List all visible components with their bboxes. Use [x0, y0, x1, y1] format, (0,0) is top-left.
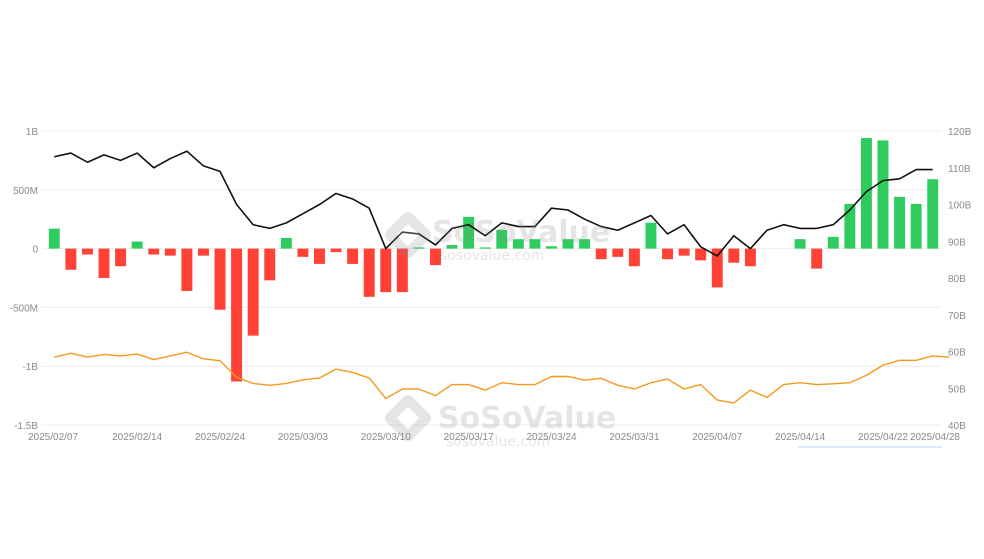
x-axis-tick-label: 2025/02/14	[112, 432, 162, 443]
series-line-orange	[54, 351, 950, 404]
bar	[264, 248, 276, 281]
bar	[910, 203, 922, 249]
bar	[645, 222, 657, 249]
x-axis-tick-label: 2025/03/10	[361, 432, 411, 443]
bar	[330, 248, 342, 253]
bar	[48, 228, 60, 249]
left-axis-tick-label: -500M	[10, 303, 38, 314]
bar	[98, 248, 110, 278]
bar	[446, 245, 458, 249]
line-series	[54, 150, 950, 404]
bar	[744, 248, 756, 267]
bar	[512, 239, 524, 249]
x-axis-tick-label: 2025/02/24	[195, 432, 245, 443]
right-axis-tick-label: 80B	[948, 274, 966, 285]
bar	[728, 248, 740, 263]
x-axis-tick-label: 2025/02/07	[28, 432, 78, 443]
bar	[115, 248, 127, 267]
x-axis-tick-label: 2025/03/31	[609, 432, 659, 443]
bar	[827, 236, 839, 249]
left-axis-tick-label: -1B	[22, 362, 38, 373]
bar	[860, 138, 872, 249]
bar	[214, 248, 226, 310]
right-axis-tick-label: 120B	[948, 127, 972, 138]
bar	[430, 248, 441, 266]
x-axis-tick-label: 2025/04/14	[775, 432, 825, 443]
series-line-black	[54, 150, 933, 257]
right-axis-tick-label: 60B	[948, 348, 966, 359]
left-axis-ticks: 1B 500M 0 -500M -1B -1.5B	[10, 127, 39, 432]
right-axis-ticks: 120B 110B 100B 90B 80B 70B 60B 50B 40B	[948, 127, 972, 432]
grid-lines	[42, 130, 941, 426]
bar	[131, 241, 143, 249]
bar	[877, 140, 889, 249]
watermark: SoSoValue sosovalue.com SoSoValue sosova…	[385, 212, 616, 450]
right-axis-tick-label: 110B	[948, 164, 971, 175]
bar	[662, 248, 673, 260]
bar	[811, 248, 823, 269]
x-axis-tick-label: 2025/04/28	[910, 432, 960, 443]
bar	[164, 248, 176, 256]
bar	[595, 248, 607, 260]
right-axis-tick-label: 70B	[948, 311, 966, 322]
bar	[894, 196, 906, 249]
bar	[297, 248, 309, 257]
bar	[579, 239, 591, 249]
bar	[794, 239, 806, 249]
x-axis-tick-label: 2025/03/24	[526, 432, 576, 443]
right-axis-tick-label: 100B	[948, 201, 972, 212]
watermark-brand: SoSoValue	[438, 401, 616, 436]
bar	[148, 248, 160, 255]
bar	[247, 248, 259, 336]
bar	[562, 239, 574, 249]
bar	[711, 248, 723, 288]
watermark-logo-icon	[385, 395, 431, 441]
bar	[463, 216, 475, 249]
bar	[695, 248, 707, 261]
bar	[529, 239, 541, 249]
bar	[347, 248, 359, 264]
right-axis-tick-label: 50B	[948, 384, 966, 395]
bar	[546, 246, 557, 249]
left-axis-tick-label: -1.5B	[14, 421, 38, 432]
watermark-domain: sosovalue.com	[440, 248, 544, 264]
bar	[380, 248, 392, 293]
bar	[314, 248, 325, 264]
left-axis-tick-label: 500M	[13, 186, 38, 197]
watermark-domain: sosovalue.com	[446, 434, 550, 450]
bar	[181, 248, 193, 291]
bar	[396, 248, 408, 293]
left-axis-tick-label: 0	[32, 245, 38, 256]
bar	[612, 248, 624, 257]
bar	[65, 248, 77, 270]
bar	[678, 248, 690, 256]
watermark-brand: SoSoValue	[432, 215, 610, 250]
bar-series	[48, 138, 939, 382]
right-axis-tick-label: 40B	[948, 421, 966, 432]
x-axis-ticks: 2025/02/07 2025/02/14 2025/02/24 2025/03/03…	[28, 432, 960, 443]
bar	[197, 248, 209, 256]
bar	[81, 248, 93, 255]
bar	[231, 248, 243, 382]
bar	[628, 248, 640, 267]
x-axis-tick-label: 2025/03/17	[444, 432, 494, 443]
right-axis-tick-label: 90B	[948, 237, 966, 248]
bar	[413, 247, 425, 249]
bar	[927, 179, 939, 249]
bar	[496, 229, 508, 249]
left-axis-tick-label: 1B	[26, 127, 39, 138]
x-axis-tick-label: 2025/03/03	[278, 432, 328, 443]
bar	[363, 248, 375, 297]
bar	[479, 247, 491, 249]
watermark-logo-icon	[385, 212, 431, 258]
bar	[280, 238, 292, 249]
x-axis-tick-label: 2025/04/07	[692, 432, 742, 443]
x-axis-tick-label: 2025/04/22	[858, 432, 908, 443]
bar	[844, 203, 856, 249]
